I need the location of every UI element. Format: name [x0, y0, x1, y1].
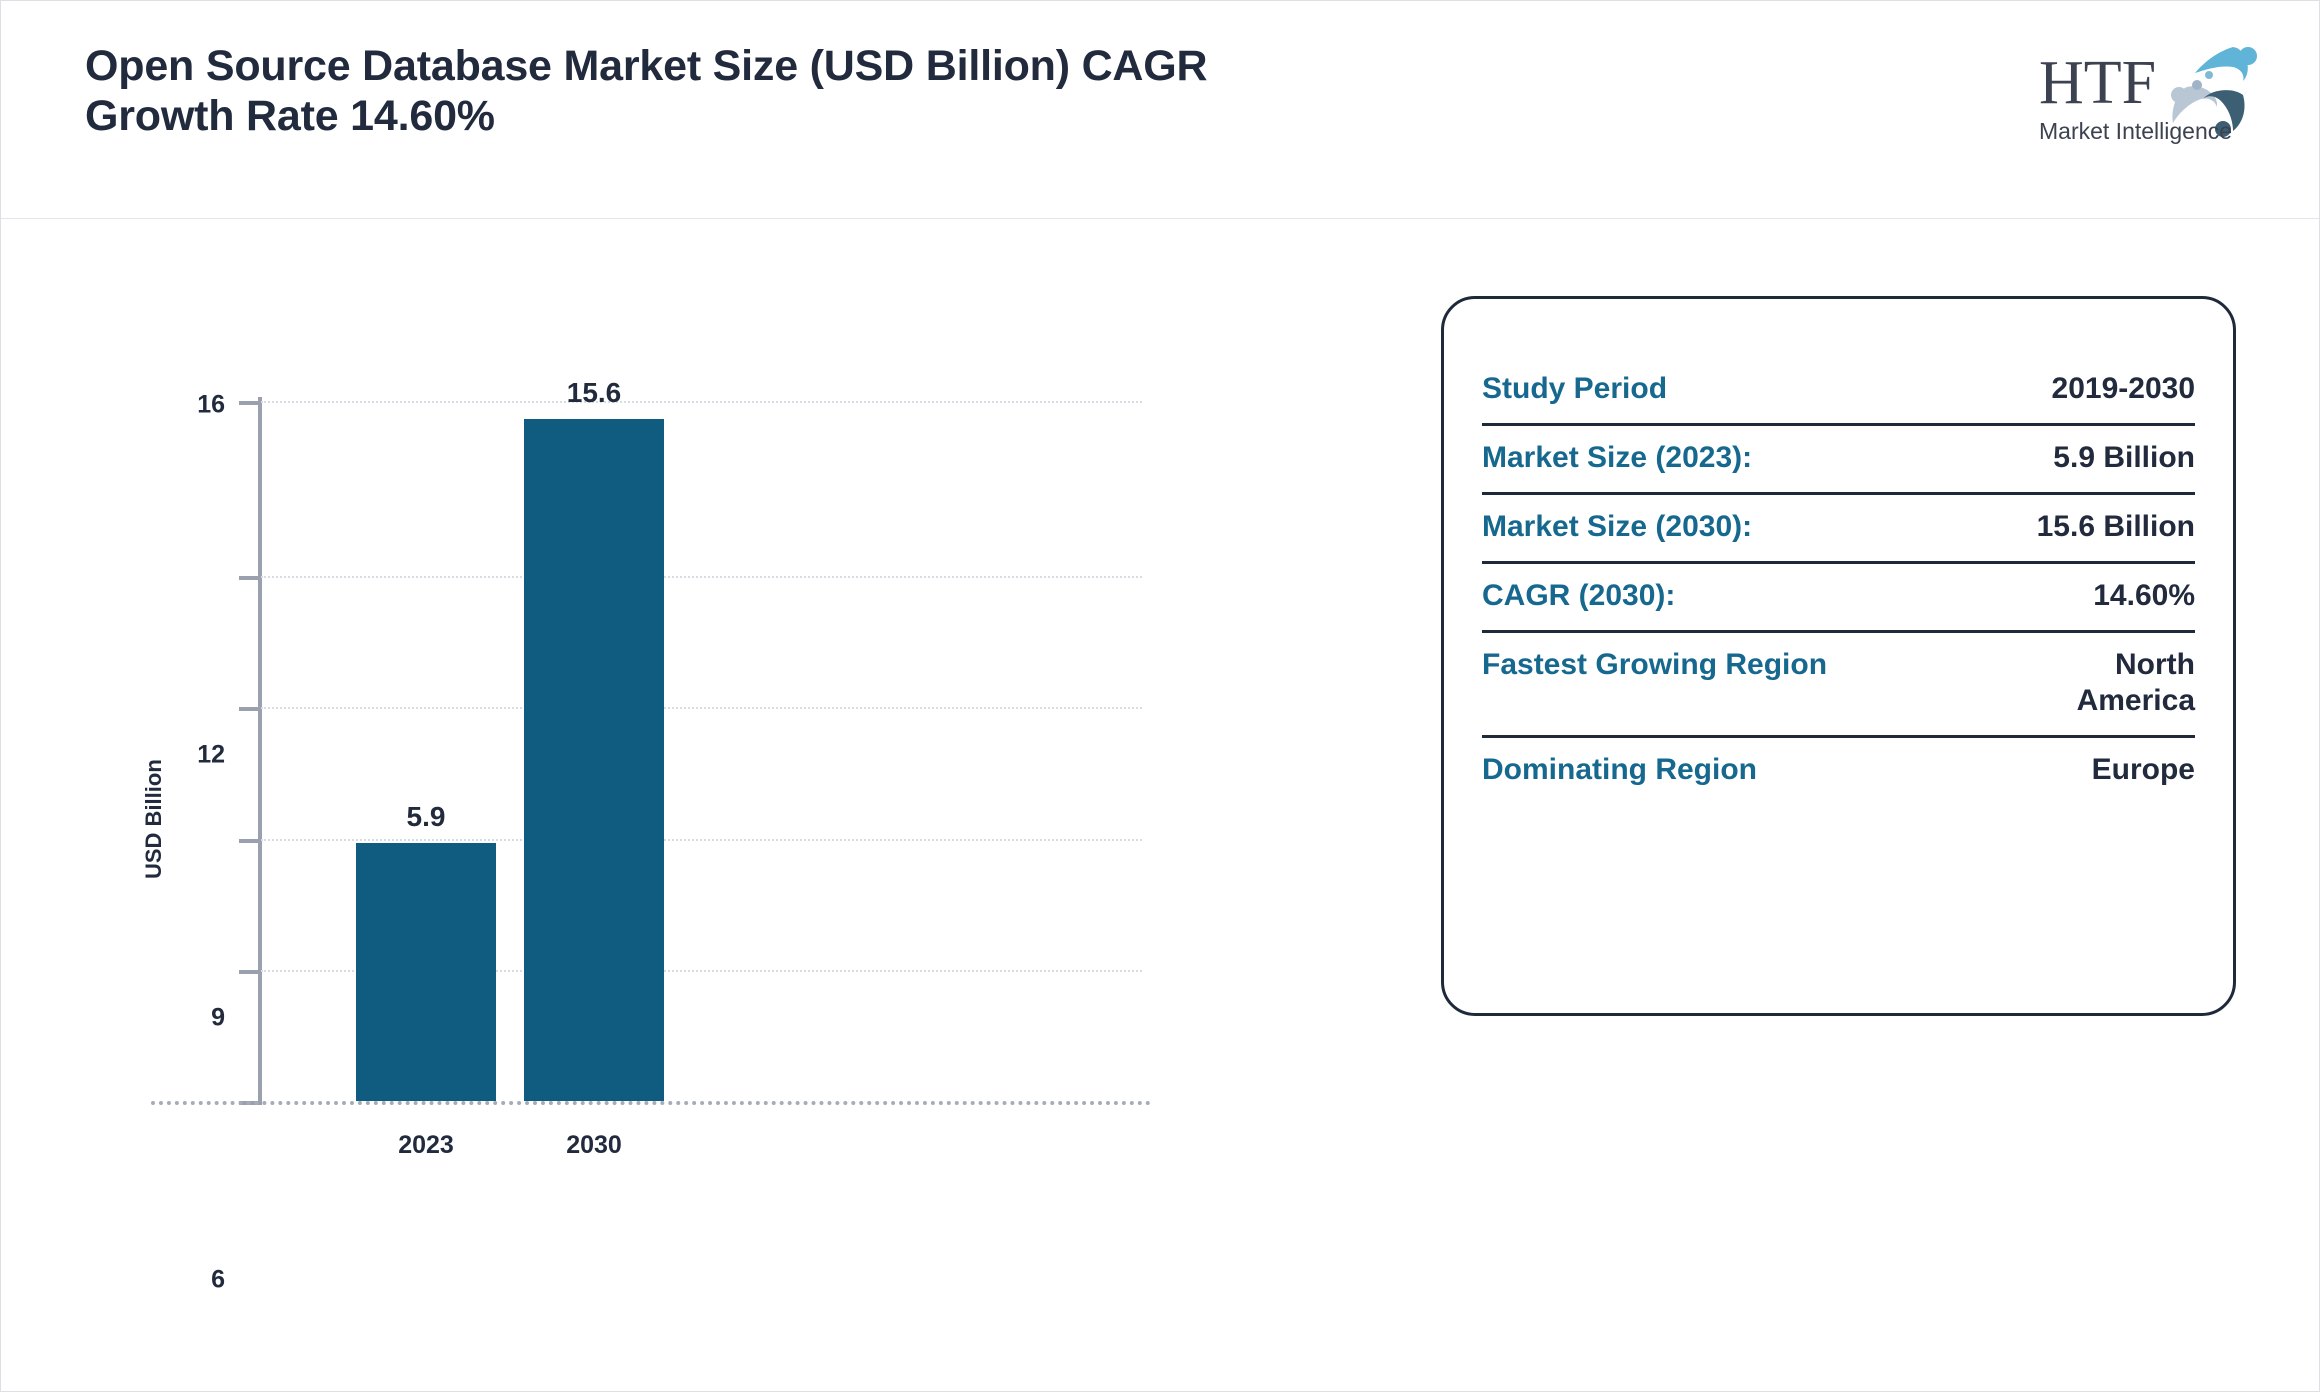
y-tick-mark: 3: [239, 969, 261, 974]
card-row: Dominating Region Europe: [1482, 738, 2195, 804]
svg-text:Market Intelligence: Market Intelligence: [2039, 118, 2232, 144]
y-axis-title: USD Billion: [141, 759, 166, 879]
card-row-value: 14.60%: [2093, 579, 2195, 612]
x-axis-category-label: 2030: [566, 1131, 622, 1159]
y-tick-mark: 16: [197, 391, 261, 419]
y-tick-label: 12: [197, 740, 225, 769]
gridline: [261, 969, 1142, 972]
bar-value-label: 15.6: [566, 376, 622, 408]
y-tick-mark: 9: [211, 707, 261, 1031]
y-tick-mark: 12: [197, 576, 261, 769]
card-row: Market Size (2023): 5.9 Billion: [1482, 426, 2195, 495]
card-row: Market Size (2030): 15.6 Billion: [1482, 495, 2195, 564]
svg-text:HTF: HTF: [2039, 49, 2156, 117]
card-row-value: North America: [2076, 648, 2195, 717]
y-tick-mark: 6: [211, 838, 261, 1294]
card-rows: Study Period 2019-2030 Market Size (2023):…: [1482, 357, 2195, 804]
three-figures-icon: [2171, 47, 2257, 137]
gridline: [261, 401, 1142, 403]
card-row-label: Fastest Growing Region: [1482, 648, 1828, 681]
card-row-label: Dominating Region: [1482, 753, 1757, 786]
card-row: Fastest Growing Region North America: [1482, 633, 2195, 738]
card-row-value: 5.9 Billion: [2053, 441, 2195, 474]
card-row-label: Market Size (2030):: [1482, 510, 1753, 543]
card-row-label: CAGR (2030):: [1482, 579, 1676, 612]
bar[interactable]: 5.9: [356, 801, 496, 1101]
card-row-value: Europe: [2091, 753, 2195, 786]
bar[interactable]: 15.6: [524, 377, 664, 1101]
market-summary-card: Study Period 2019-2030 Market Size (2023):…: [1441, 296, 2236, 1016]
gridline: [261, 576, 1142, 578]
page-title: Open Source Database Market Size (USD Bi…: [85, 42, 1208, 141]
y-axis-spine: [258, 397, 262, 1105]
card-row-value: 2019-2030: [2051, 372, 2195, 405]
y-tick-label: 16: [197, 390, 225, 419]
card-row-label: Study Period: [1482, 372, 1668, 405]
y-tick-label: 9: [211, 1003, 225, 1031]
bar-value-label: 5.9: [406, 800, 446, 832]
gridline: [261, 838, 1142, 841]
card-row: Study Period 2019-2030: [1482, 357, 2195, 426]
x-axis-category-label: 2023: [398, 1131, 454, 1159]
page-header: Open Source Database Market Size (USD Bi…: [1, 1, 2319, 219]
card-row-value: 15.6 Billion: [2036, 510, 2195, 543]
y-tick-label: 6: [211, 1265, 225, 1294]
gridline: [261, 707, 1142, 710]
card-row-label: Market Size (2023):: [1482, 441, 1753, 474]
x-axis-baseline: [151, 1101, 1151, 1105]
htf-market-intelligence-logo: HTF: [2037, 29, 2267, 151]
card-row: CAGR (2030): 14.60%: [1482, 564, 2195, 633]
